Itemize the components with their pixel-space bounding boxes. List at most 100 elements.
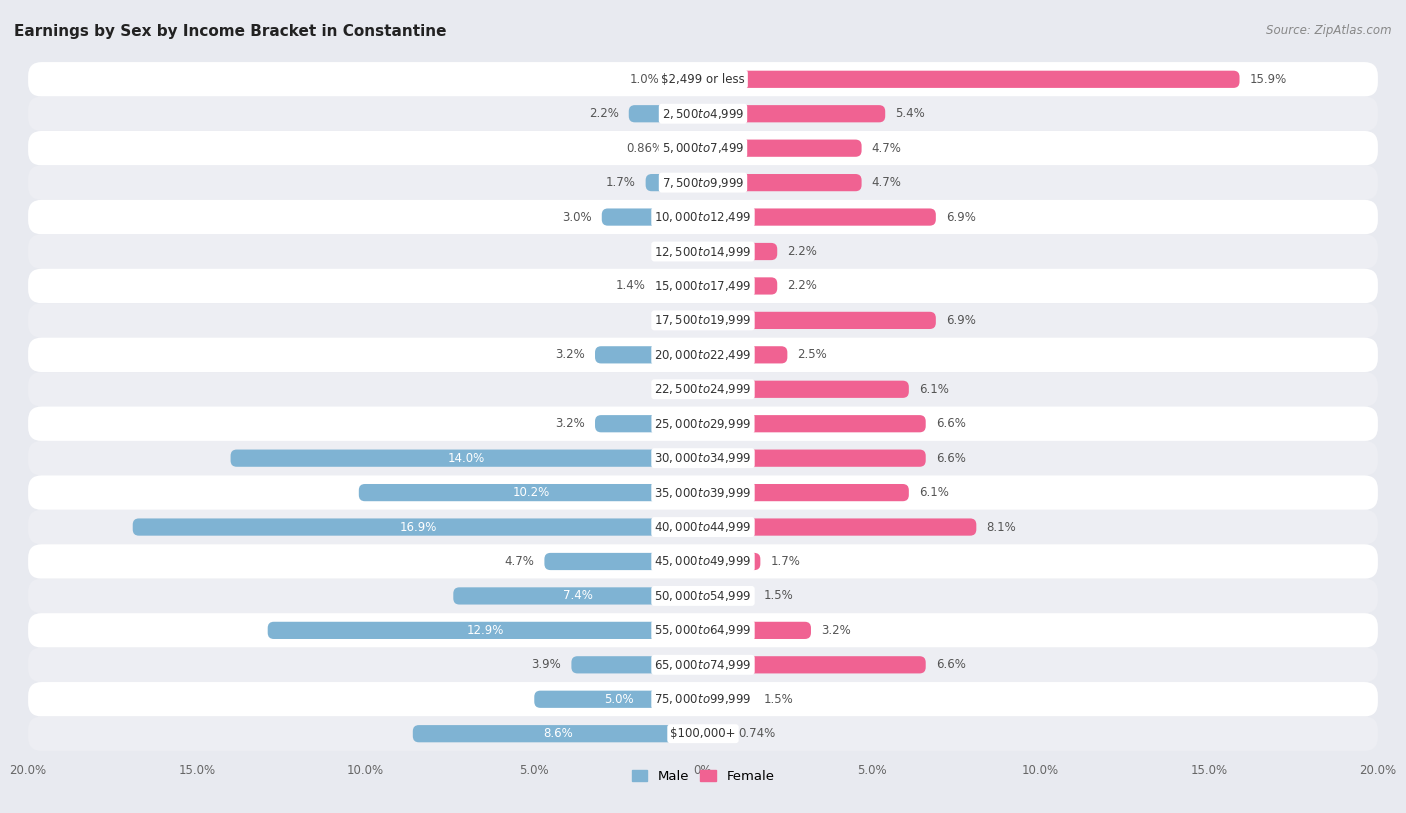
Text: 6.9%: 6.9% bbox=[946, 211, 976, 224]
FancyBboxPatch shape bbox=[453, 587, 703, 605]
Text: 3.9%: 3.9% bbox=[531, 659, 561, 672]
FancyBboxPatch shape bbox=[28, 613, 1378, 648]
Text: 1.7%: 1.7% bbox=[606, 176, 636, 189]
FancyBboxPatch shape bbox=[28, 406, 1378, 441]
Text: 4.7%: 4.7% bbox=[505, 555, 534, 568]
Text: 3.2%: 3.2% bbox=[555, 417, 585, 430]
FancyBboxPatch shape bbox=[703, 519, 976, 536]
Text: $20,000 to $22,499: $20,000 to $22,499 bbox=[654, 348, 752, 362]
FancyBboxPatch shape bbox=[703, 243, 778, 260]
Text: 6.6%: 6.6% bbox=[936, 659, 966, 672]
Text: Earnings by Sex by Income Bracket in Constantine: Earnings by Sex by Income Bracket in Con… bbox=[14, 24, 447, 39]
Text: 4.7%: 4.7% bbox=[872, 176, 901, 189]
Text: 6.6%: 6.6% bbox=[936, 452, 966, 465]
FancyBboxPatch shape bbox=[28, 234, 1378, 269]
FancyBboxPatch shape bbox=[231, 450, 703, 467]
FancyBboxPatch shape bbox=[703, 553, 761, 570]
Text: 1.5%: 1.5% bbox=[763, 693, 793, 706]
Text: 1.4%: 1.4% bbox=[616, 280, 645, 293]
FancyBboxPatch shape bbox=[655, 277, 703, 294]
FancyBboxPatch shape bbox=[534, 691, 703, 708]
FancyBboxPatch shape bbox=[703, 450, 925, 467]
Text: $35,000 to $39,999: $35,000 to $39,999 bbox=[654, 485, 752, 500]
FancyBboxPatch shape bbox=[703, 105, 886, 122]
FancyBboxPatch shape bbox=[28, 648, 1378, 682]
Text: 14.0%: 14.0% bbox=[449, 452, 485, 465]
FancyBboxPatch shape bbox=[669, 71, 703, 88]
Text: $2,500 to $4,999: $2,500 to $4,999 bbox=[662, 107, 744, 121]
Text: 15.9%: 15.9% bbox=[1250, 73, 1286, 86]
FancyBboxPatch shape bbox=[703, 656, 925, 673]
Text: 7.4%: 7.4% bbox=[564, 589, 593, 602]
Text: 0.0%: 0.0% bbox=[664, 245, 693, 258]
FancyBboxPatch shape bbox=[28, 200, 1378, 234]
Text: 1.0%: 1.0% bbox=[630, 73, 659, 86]
FancyBboxPatch shape bbox=[28, 62, 1378, 97]
FancyBboxPatch shape bbox=[703, 415, 925, 433]
Text: 0.86%: 0.86% bbox=[627, 141, 664, 154]
FancyBboxPatch shape bbox=[602, 208, 703, 226]
Text: $12,500 to $14,999: $12,500 to $14,999 bbox=[654, 245, 752, 259]
Text: $45,000 to $49,999: $45,000 to $49,999 bbox=[654, 554, 752, 568]
FancyBboxPatch shape bbox=[28, 544, 1378, 579]
Text: 6.9%: 6.9% bbox=[946, 314, 976, 327]
FancyBboxPatch shape bbox=[28, 476, 1378, 510]
FancyBboxPatch shape bbox=[703, 277, 778, 294]
Text: $75,000 to $99,999: $75,000 to $99,999 bbox=[654, 692, 752, 706]
Text: $10,000 to $12,499: $10,000 to $12,499 bbox=[654, 210, 752, 224]
Text: 4.7%: 4.7% bbox=[872, 141, 901, 154]
FancyBboxPatch shape bbox=[571, 656, 703, 673]
FancyBboxPatch shape bbox=[28, 269, 1378, 303]
FancyBboxPatch shape bbox=[28, 165, 1378, 200]
Text: 0.0%: 0.0% bbox=[664, 383, 693, 396]
FancyBboxPatch shape bbox=[28, 337, 1378, 372]
FancyBboxPatch shape bbox=[28, 441, 1378, 476]
Text: 1.5%: 1.5% bbox=[763, 589, 793, 602]
Text: $17,500 to $19,999: $17,500 to $19,999 bbox=[654, 313, 752, 328]
FancyBboxPatch shape bbox=[595, 415, 703, 433]
FancyBboxPatch shape bbox=[703, 71, 1240, 88]
FancyBboxPatch shape bbox=[28, 303, 1378, 337]
Text: 6.1%: 6.1% bbox=[920, 383, 949, 396]
FancyBboxPatch shape bbox=[28, 716, 1378, 751]
Text: 5.0%: 5.0% bbox=[603, 693, 634, 706]
Text: 6.1%: 6.1% bbox=[920, 486, 949, 499]
FancyBboxPatch shape bbox=[703, 208, 936, 226]
Text: 1.7%: 1.7% bbox=[770, 555, 800, 568]
FancyBboxPatch shape bbox=[267, 622, 703, 639]
Text: 2.5%: 2.5% bbox=[797, 348, 827, 361]
Text: 3.0%: 3.0% bbox=[562, 211, 592, 224]
Text: $2,499 or less: $2,499 or less bbox=[661, 73, 745, 86]
Text: 12.9%: 12.9% bbox=[467, 624, 503, 637]
FancyBboxPatch shape bbox=[703, 174, 862, 191]
FancyBboxPatch shape bbox=[703, 691, 754, 708]
Legend: Male, Female: Male, Female bbox=[626, 764, 780, 788]
Text: $5,000 to $7,499: $5,000 to $7,499 bbox=[662, 141, 744, 155]
Text: 3.2%: 3.2% bbox=[555, 348, 585, 361]
FancyBboxPatch shape bbox=[595, 346, 703, 363]
FancyBboxPatch shape bbox=[28, 97, 1378, 131]
FancyBboxPatch shape bbox=[28, 131, 1378, 165]
Text: 6.6%: 6.6% bbox=[936, 417, 966, 430]
FancyBboxPatch shape bbox=[28, 682, 1378, 716]
FancyBboxPatch shape bbox=[673, 140, 703, 157]
FancyBboxPatch shape bbox=[28, 579, 1378, 613]
Text: 8.6%: 8.6% bbox=[543, 727, 572, 740]
Text: $15,000 to $17,499: $15,000 to $17,499 bbox=[654, 279, 752, 293]
FancyBboxPatch shape bbox=[28, 510, 1378, 544]
Text: $55,000 to $64,999: $55,000 to $64,999 bbox=[654, 624, 752, 637]
FancyBboxPatch shape bbox=[703, 311, 936, 329]
Text: 2.2%: 2.2% bbox=[589, 107, 619, 120]
Text: $22,500 to $24,999: $22,500 to $24,999 bbox=[654, 382, 752, 396]
Text: 16.9%: 16.9% bbox=[399, 520, 436, 533]
Text: 5.4%: 5.4% bbox=[896, 107, 925, 120]
Text: 8.1%: 8.1% bbox=[987, 520, 1017, 533]
Text: $40,000 to $44,999: $40,000 to $44,999 bbox=[654, 520, 752, 534]
Text: $30,000 to $34,999: $30,000 to $34,999 bbox=[654, 451, 752, 465]
FancyBboxPatch shape bbox=[413, 725, 703, 742]
FancyBboxPatch shape bbox=[132, 519, 703, 536]
FancyBboxPatch shape bbox=[703, 725, 728, 742]
FancyBboxPatch shape bbox=[703, 346, 787, 363]
FancyBboxPatch shape bbox=[359, 484, 703, 502]
FancyBboxPatch shape bbox=[645, 174, 703, 191]
